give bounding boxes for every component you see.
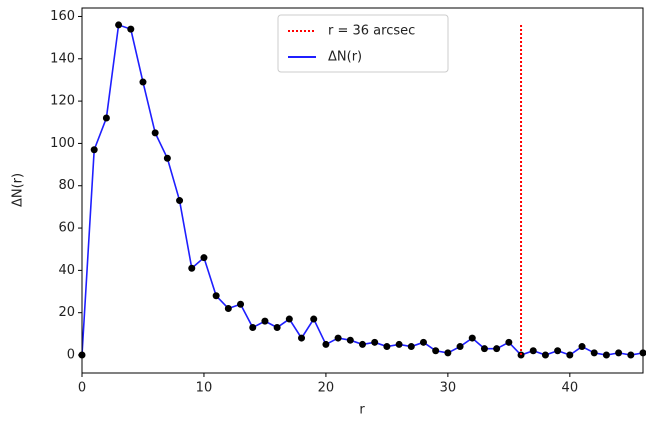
- series-line: [81, 23, 644, 356]
- x-tick-label: 0: [78, 381, 86, 396]
- point: [419, 338, 427, 346]
- y-tick-label: 120: [50, 94, 75, 109]
- y-tick-label: 60: [58, 221, 75, 236]
- point: [554, 347, 562, 355]
- point: [224, 304, 232, 312]
- point: [212, 292, 220, 300]
- y-tick-label: 160: [50, 9, 75, 24]
- point: [395, 340, 403, 348]
- point: [115, 21, 123, 29]
- point: [200, 254, 208, 262]
- point: [407, 343, 415, 351]
- legend-label: r = 36 arcsec: [328, 24, 415, 39]
- x-tick-label: 20: [318, 381, 335, 396]
- point: [163, 154, 171, 162]
- x-tick-label: 10: [196, 381, 213, 396]
- point: [541, 351, 549, 359]
- point: [310, 315, 318, 323]
- point: [298, 334, 306, 342]
- point: [261, 317, 269, 325]
- point: [90, 146, 98, 154]
- y-tick-label: 100: [50, 136, 75, 151]
- point: [249, 324, 257, 332]
- point: [188, 264, 196, 272]
- point: [127, 25, 135, 33]
- point: [322, 340, 330, 348]
- point: [505, 338, 513, 346]
- x-tick-label: 30: [440, 381, 457, 396]
- point: [566, 351, 574, 359]
- y-tick-label: 80: [58, 178, 75, 193]
- point: [432, 347, 440, 355]
- y-tick-label: 140: [50, 51, 75, 66]
- point: [237, 300, 245, 308]
- point: [371, 338, 379, 346]
- point: [346, 336, 354, 344]
- point: [139, 78, 147, 86]
- y-axis-label: ΔN(r): [11, 173, 26, 207]
- point: [359, 340, 366, 348]
- y-tick-label: 0: [67, 348, 75, 363]
- point: [102, 114, 110, 122]
- legend: r = 36 arcsec ΔN(r): [277, 14, 449, 73]
- point: [151, 129, 159, 137]
- point: [615, 349, 623, 357]
- point: [578, 343, 586, 351]
- x-axis-label: r: [359, 403, 365, 418]
- point: [529, 347, 537, 355]
- legend-box: [277, 14, 449, 73]
- point: [627, 351, 635, 359]
- plot-frame: [81, 7, 644, 374]
- point: [334, 334, 342, 342]
- point: [456, 343, 464, 351]
- point: [285, 315, 293, 323]
- point: [590, 349, 598, 357]
- point: [493, 345, 501, 353]
- y-tick-label: 40: [58, 263, 75, 278]
- legend-label: ΔN(r): [328, 50, 362, 65]
- point: [468, 334, 476, 342]
- point: [273, 324, 281, 332]
- x-tick-label: 40: [562, 381, 579, 396]
- point: [383, 343, 391, 351]
- point: [444, 349, 452, 357]
- y-tick-label: 20: [58, 305, 75, 320]
- point: [480, 345, 488, 353]
- point: [176, 197, 184, 205]
- point: [602, 351, 610, 359]
